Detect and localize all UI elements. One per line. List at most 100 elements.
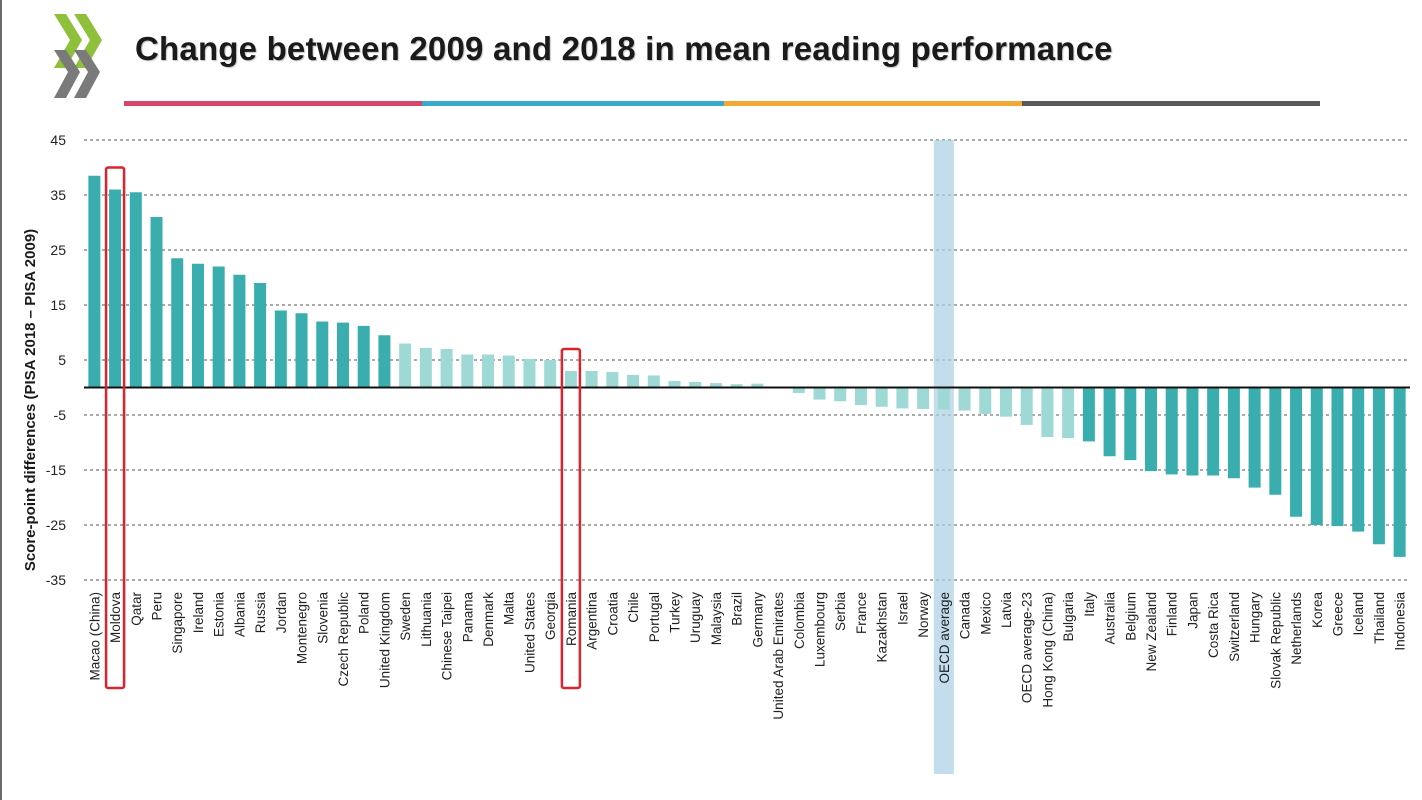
x-tick-label: Thailand <box>1372 592 1387 644</box>
x-tick-label: Panama <box>460 592 475 643</box>
x-tick-label: Greece <box>1330 592 1345 636</box>
y-axis-ticks: 45 35 25 15 5 -5 -15 -25 -35 <box>46 132 66 588</box>
x-tick-label: Germany <box>750 592 765 648</box>
x-tick-label: Italy <box>1082 592 1097 617</box>
bar <box>109 189 122 388</box>
x-tick-label: Norway <box>916 592 931 638</box>
x-tick-label: Croatia <box>605 592 620 636</box>
x-tick-label: Montenegro <box>295 592 310 664</box>
x-tick-label: Denmark <box>481 592 496 647</box>
x-tick-label: Moldova <box>108 592 123 644</box>
x-tick-label: Canada <box>958 592 973 640</box>
bar <box>1165 387 1178 475</box>
y-tick-label: 25 <box>50 242 66 258</box>
x-tick-label: Mexico <box>978 592 993 635</box>
bar <box>316 321 329 388</box>
y-tick-label: 5 <box>58 352 66 368</box>
bar <box>647 375 660 388</box>
oecd-average-band <box>933 140 954 774</box>
bar <box>1393 387 1406 557</box>
title-underline-segment-3 <box>724 101 1022 106</box>
x-tick-label: Netherlands <box>1289 592 1304 665</box>
x-tick-label: Estonia <box>212 592 227 638</box>
x-tick-label: Bulgaria <box>1061 592 1076 642</box>
x-tick-label: Indonesia <box>1393 592 1408 651</box>
x-tick-label: Kazakhstan <box>875 592 890 663</box>
x-tick-label: Chile <box>626 592 641 623</box>
oecd-average-band-rect <box>933 140 954 774</box>
bar <box>461 354 474 388</box>
x-tick-label: Korea <box>1310 592 1325 629</box>
x-axis-labels: Macao (China) Moldova Qatar Peru Singapore Ir… <box>87 591 1407 719</box>
x-tick-label: Turkey <box>667 592 682 633</box>
bar <box>689 382 702 388</box>
bar <box>233 274 246 388</box>
x-tick-label: Qatar <box>129 591 144 625</box>
bar <box>585 371 598 388</box>
bar <box>896 387 909 409</box>
x-tick-label: Serbia <box>833 592 848 632</box>
x-tick-label: Hungary <box>1248 592 1263 643</box>
bar <box>564 371 577 388</box>
x-tick-label: Lithuania <box>419 592 434 647</box>
x-tick-label: Chinese Taipei <box>440 592 455 680</box>
bar <box>88 175 101 388</box>
title-underline-segment-1 <box>124 101 422 106</box>
bar <box>751 383 764 388</box>
x-tick-label: Peru <box>150 592 165 621</box>
bar <box>1227 387 1240 479</box>
bar <box>544 360 557 388</box>
x-tick-label: Albania <box>232 592 247 638</box>
bar <box>1310 387 1323 525</box>
bar <box>171 258 184 388</box>
bar <box>1352 387 1365 532</box>
x-tick-label: Costa Rica <box>1206 592 1221 659</box>
bar <box>813 387 826 400</box>
x-tick-label: New Zealand <box>1144 592 1159 672</box>
bar <box>979 387 992 414</box>
x-tick-label: Malta <box>502 592 517 626</box>
x-tick-label: United Kingdom <box>377 592 392 688</box>
title-underline-segment-2 <box>422 101 724 106</box>
x-tick-label: Poland <box>357 592 372 634</box>
bar <box>1062 387 1075 439</box>
bar <box>937 387 950 410</box>
bar <box>399 343 412 388</box>
x-tick-label: Singapore <box>170 592 185 654</box>
x-tick-label: Malaysia <box>709 592 724 646</box>
bar <box>1020 387 1033 425</box>
bar <box>129 192 142 388</box>
x-tick-label: United States <box>522 592 537 673</box>
bar <box>792 387 805 393</box>
bar <box>730 384 743 388</box>
y-tick-label: -15 <box>46 462 66 478</box>
y-axis-label: Score-point differences (PISA 2018 – PIS… <box>22 229 39 571</box>
bar <box>834 387 847 402</box>
bar <box>357 325 370 388</box>
bar <box>1269 387 1282 495</box>
x-tick-label: Ireland <box>191 592 206 633</box>
bar <box>1145 387 1158 472</box>
oecd-logo-icon <box>54 14 102 98</box>
bar <box>1372 387 1385 545</box>
x-tick-label: Switzerland <box>1227 592 1242 662</box>
y-tick-label: -5 <box>54 407 67 423</box>
bar <box>668 380 681 388</box>
bar <box>1041 387 1054 437</box>
bar <box>1290 387 1303 517</box>
bar <box>709 383 722 388</box>
x-tick-label: Latvia <box>999 592 1014 629</box>
bar <box>999 387 1012 417</box>
bar <box>482 354 495 388</box>
x-tick-label: France <box>854 592 869 634</box>
x-tick-label: Uruguay <box>688 592 703 643</box>
y-tick-label: -35 <box>46 572 66 588</box>
x-tick-label: Georgia <box>543 592 558 641</box>
x-tick-label: OECD average <box>937 592 952 684</box>
x-tick-label: Brazil <box>730 592 745 626</box>
bar <box>1331 387 1344 527</box>
bar <box>274 310 287 388</box>
x-tick-label: Israel <box>895 592 910 625</box>
bars <box>88 175 1406 557</box>
